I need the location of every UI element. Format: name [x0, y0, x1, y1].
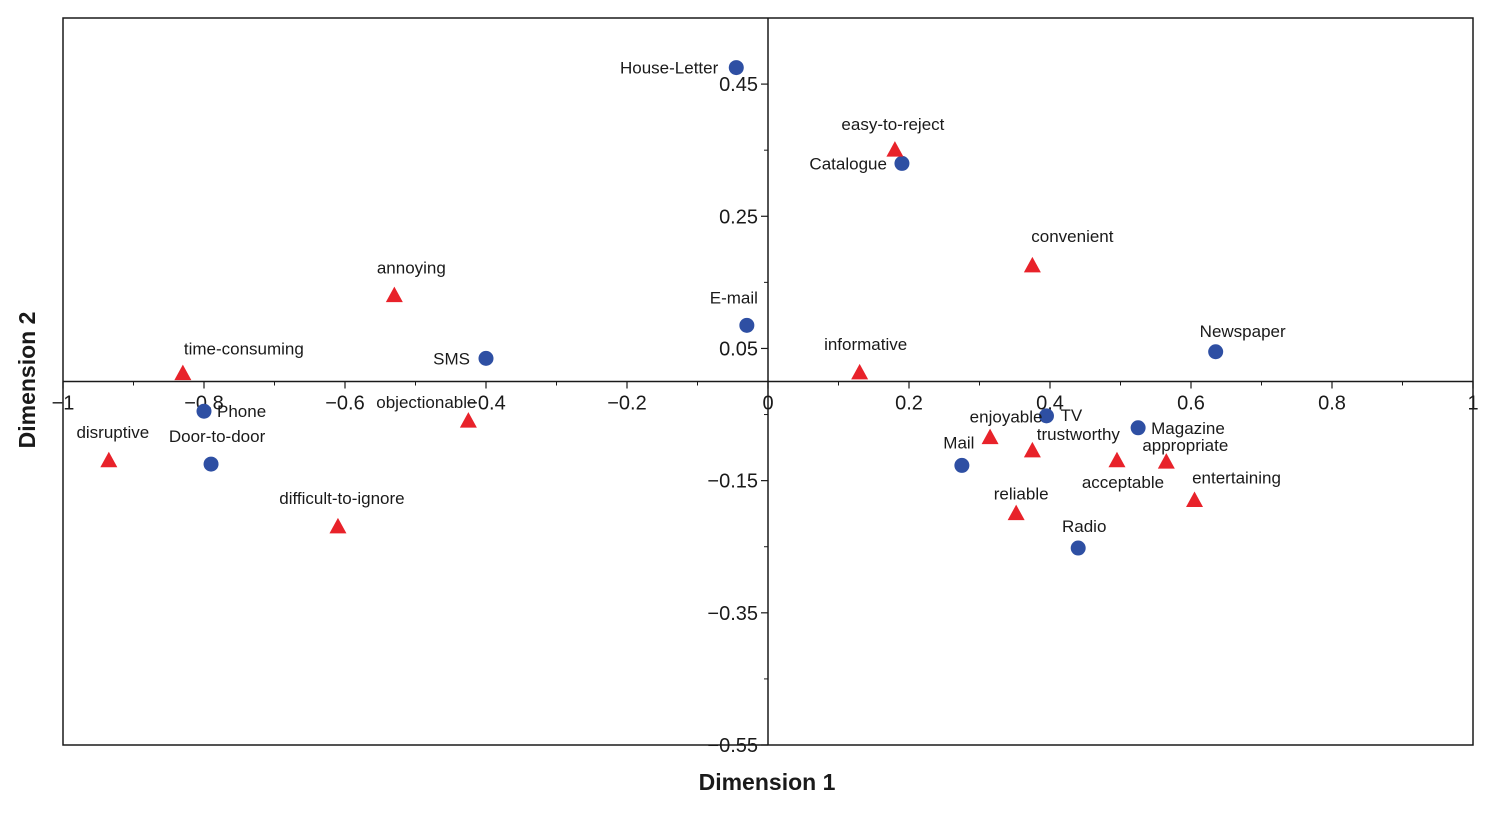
y-tick-label: −0.55 [707, 735, 758, 757]
data-labels: House-Letter Catalogue E-mail SMS Newspaper P… [76, 59, 1286, 536]
label-difficult-to-ignore: difficult-to-ignore [279, 489, 404, 508]
point-enjoyable [981, 428, 999, 445]
y-axis-title: Dimension 2 [14, 312, 40, 449]
label-catalogue: Catalogue [809, 154, 887, 173]
point-informative [851, 363, 869, 380]
label-door-to-door: Door-to-door [169, 427, 266, 446]
x-ticks: −1 −0.8 −0.6 −0.4 −0.2 0 0.2 0.4 0.6 0.8 1 [52, 381, 1479, 415]
label-newspaper: Newspaper [1200, 322, 1286, 341]
point-door-to-door [203, 456, 219, 472]
point-magazine [1130, 420, 1146, 436]
x-axis-title: Dimension 1 [699, 769, 836, 795]
label-sms: SMS [433, 349, 470, 368]
label-house-letter: House-Letter [620, 59, 719, 78]
y-tick-label: 0.25 [719, 206, 758, 228]
label-easy-to-reject: easy-to-reject [841, 115, 944, 134]
x-tick-label: −1 [52, 393, 75, 415]
point-sms [478, 350, 494, 366]
point-catalogue [894, 155, 910, 171]
y-tick-label: −0.35 [707, 603, 758, 625]
label-disruptive: disruptive [76, 423, 149, 442]
x-tick-label: −0.6 [325, 393, 364, 415]
label-informative: informative [824, 335, 907, 354]
point-phone [196, 403, 212, 419]
y-ticks: 0.45 0.25 0.05 −0.15 −0.35 −0.55 [707, 74, 768, 757]
point-disruptive [100, 451, 118, 468]
x-tick-label: 0.6 [1177, 393, 1205, 415]
point-acceptable [1108, 451, 1126, 468]
x-tick-label: −0.8 [184, 393, 223, 415]
label-objectionable: objectionable [376, 393, 476, 412]
label-enjoyable: enjoyable [970, 408, 1043, 427]
x-tick-label: −0.2 [607, 393, 646, 415]
point-annoying [385, 286, 403, 303]
data-markers [100, 60, 1224, 556]
point-reliable [1007, 504, 1025, 521]
point-mail [954, 457, 970, 473]
point-newspaper [1208, 344, 1224, 360]
label-reliable: reliable [994, 485, 1049, 504]
point-convenient [1023, 256, 1041, 273]
label-time-consuming: time-consuming [184, 340, 304, 359]
x-tick-label: 0.2 [895, 393, 923, 415]
x-tick-label: 0.4 [1036, 393, 1064, 415]
label-phone: Phone [217, 402, 266, 421]
y-tick-label: 0.45 [719, 74, 758, 96]
label-entertaining: entertaining [1192, 468, 1281, 487]
label-trustworthy: trustworthy [1037, 425, 1121, 444]
point-house-letter [728, 60, 744, 76]
label-appropriate: appropriate [1142, 436, 1228, 455]
x-tick-label: 0.8 [1318, 393, 1346, 415]
point-easy-to-reject [886, 141, 904, 157]
x-tick-label: 1 [1467, 393, 1478, 415]
point-trustworthy [1023, 441, 1041, 458]
label-e-mail: E-mail [710, 288, 758, 307]
x-tick-label: 0 [762, 393, 773, 415]
point-objectionable [459, 412, 477, 428]
x-tick-label: −0.4 [466, 393, 505, 415]
label-mail: Mail [943, 433, 974, 452]
point-appropriate [1157, 453, 1175, 469]
point-entertaining [1186, 491, 1204, 507]
label-convenient: convenient [1031, 227, 1114, 246]
label-annoying: annoying [377, 259, 446, 278]
point-time-consuming [174, 364, 192, 381]
point-radio [1070, 540, 1086, 556]
point-difficult-to-ignore [329, 517, 347, 534]
point-tv [1038, 408, 1054, 424]
label-acceptable: acceptable [1082, 473, 1164, 492]
y-tick-label: −0.15 [707, 471, 758, 493]
label-tv: TV [1060, 406, 1082, 425]
label-radio: Radio [1062, 517, 1106, 536]
point-e-mail [739, 317, 755, 333]
label-magazine: Magazine [1151, 419, 1225, 438]
y-tick-label: 0.05 [719, 338, 758, 360]
